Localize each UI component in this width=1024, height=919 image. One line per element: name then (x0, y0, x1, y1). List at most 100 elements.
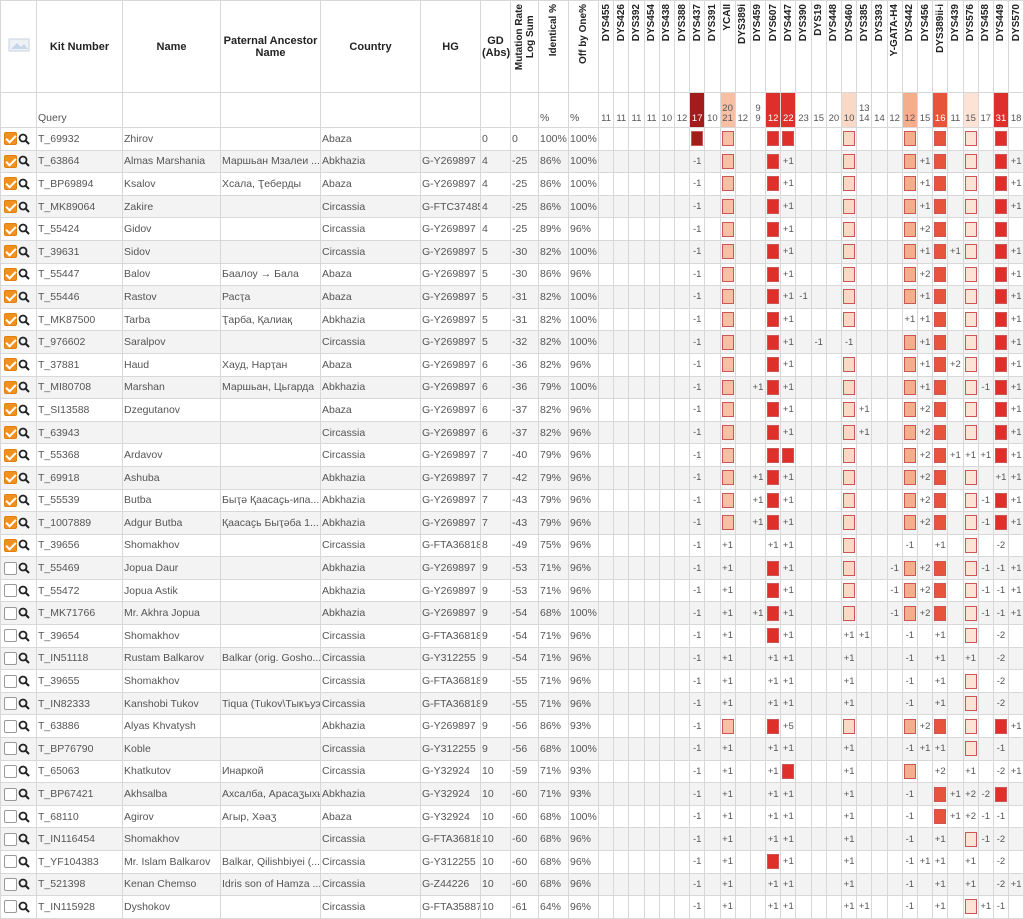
select-checkbox[interactable] (4, 426, 17, 440)
view-icon[interactable] (18, 178, 30, 190)
marker-cell (704, 262, 721, 287)
marker-diff: -1 (692, 336, 702, 348)
select-checkbox[interactable] (4, 290, 17, 304)
view-icon[interactable] (18, 314, 30, 326)
select-checkbox[interactable] (4, 719, 17, 733)
view-icon[interactable] (18, 630, 30, 642)
select-checkbox[interactable] (4, 358, 17, 372)
select-checkbox[interactable] (4, 877, 17, 891)
marker-cell (658, 262, 675, 287)
view-icon[interactable] (18, 743, 30, 755)
marker-diff: +1 (767, 652, 779, 664)
marker-cell (658, 850, 675, 874)
select-checkbox[interactable] (4, 651, 17, 665)
select-checkbox[interactable] (4, 516, 17, 530)
view-icon[interactable] (18, 539, 30, 552)
select-checkbox[interactable] (4, 493, 17, 507)
gd-cell: 9 (480, 646, 511, 671)
view-icon[interactable] (18, 246, 30, 258)
marker-cell (734, 375, 751, 400)
select-checkbox[interactable] (4, 674, 17, 688)
select-checkbox[interactable] (4, 471, 17, 485)
marker-cell (719, 149, 736, 174)
view-icon[interactable] (18, 856, 30, 868)
select-checkbox[interactable] (4, 697, 17, 711)
view-icon[interactable] (18, 381, 30, 394)
view-icon[interactable] (18, 336, 30, 348)
view-icon[interactable] (18, 268, 30, 281)
marker-cell (810, 352, 827, 377)
view-icon[interactable] (18, 201, 30, 213)
marker-diff: +1 (934, 539, 946, 551)
marker-cell (825, 149, 843, 174)
select-checkbox[interactable] (4, 313, 17, 327)
name-cell: Jopua Daur (122, 556, 221, 580)
select-checkbox[interactable] (4, 154, 17, 168)
view-icon[interactable] (18, 449, 30, 461)
hg-cell: G-Y269897 (420, 714, 481, 739)
select-checkbox[interactable] (4, 742, 17, 756)
view-icon[interactable] (18, 517, 30, 529)
select-checkbox[interactable] (4, 855, 17, 869)
select-checkbox[interactable] (4, 584, 17, 598)
view-icon[interactable] (18, 562, 30, 574)
marker-box (964, 334, 977, 350)
marker-cell (613, 375, 630, 400)
select-checkbox[interactable] (4, 245, 17, 259)
view-icon[interactable] (18, 472, 30, 484)
select-checkbox[interactable] (4, 380, 17, 394)
marker-diff: +1 (934, 878, 946, 890)
view-icon[interactable] (18, 133, 30, 145)
view-icon[interactable] (18, 359, 30, 371)
select-checkbox[interactable] (4, 832, 17, 846)
view-icon[interactable] (18, 901, 30, 913)
marker-cell: +1 (932, 737, 949, 761)
log-sum-cell: -30 (510, 262, 539, 287)
view-icon[interactable] (18, 788, 30, 800)
identical-cell: 82% (538, 330, 569, 354)
view-icon[interactable] (18, 607, 30, 619)
select-checkbox[interactable] (4, 267, 17, 281)
view-icon[interactable] (18, 494, 30, 507)
view-icon[interactable] (18, 427, 30, 439)
select-checkbox[interactable] (4, 787, 17, 801)
view-icon[interactable] (18, 675, 30, 687)
select-checkbox[interactable] (4, 200, 17, 214)
select-checkbox[interactable] (4, 448, 17, 462)
view-icon[interactable] (18, 698, 30, 710)
marker-cell: +1 (749, 465, 767, 490)
view-icon[interactable] (18, 811, 30, 823)
query-marker-value: 11 (613, 92, 630, 128)
marker-cell (871, 352, 888, 377)
select-checkbox[interactable] (4, 764, 17, 778)
select-checkbox[interactable] (4, 132, 17, 146)
log-sum-cell: -54 (510, 624, 539, 648)
marker-cell: -1 (992, 556, 1010, 580)
view-icon[interactable] (18, 833, 30, 845)
view-icon[interactable] (18, 652, 30, 665)
marker-cell: +1 (932, 669, 949, 693)
select-checkbox[interactable] (4, 810, 17, 824)
select-checkbox[interactable] (4, 900, 17, 914)
marker-cell (643, 398, 660, 422)
select-checkbox[interactable] (4, 606, 17, 620)
view-icon[interactable] (18, 720, 30, 732)
view-icon[interactable] (18, 878, 30, 891)
select-checkbox[interactable] (4, 177, 17, 191)
view-icon[interactable] (18, 155, 30, 168)
view-icon[interactable] (18, 404, 30, 416)
select-checkbox[interactable] (4, 538, 17, 552)
select-checkbox[interactable] (4, 629, 17, 643)
marker-box (903, 605, 916, 621)
marker-cell (658, 330, 675, 354)
select-checkbox[interactable] (4, 335, 17, 349)
view-icon[interactable] (18, 223, 30, 235)
view-icon[interactable] (18, 291, 30, 303)
marker-diff: +1 (1010, 314, 1022, 326)
view-icon[interactable] (18, 585, 30, 597)
marker-cell: +1 (765, 646, 782, 671)
select-checkbox[interactable] (4, 222, 17, 236)
select-checkbox[interactable] (4, 561, 17, 575)
view-icon[interactable] (18, 765, 30, 778)
select-checkbox[interactable] (4, 403, 17, 417)
